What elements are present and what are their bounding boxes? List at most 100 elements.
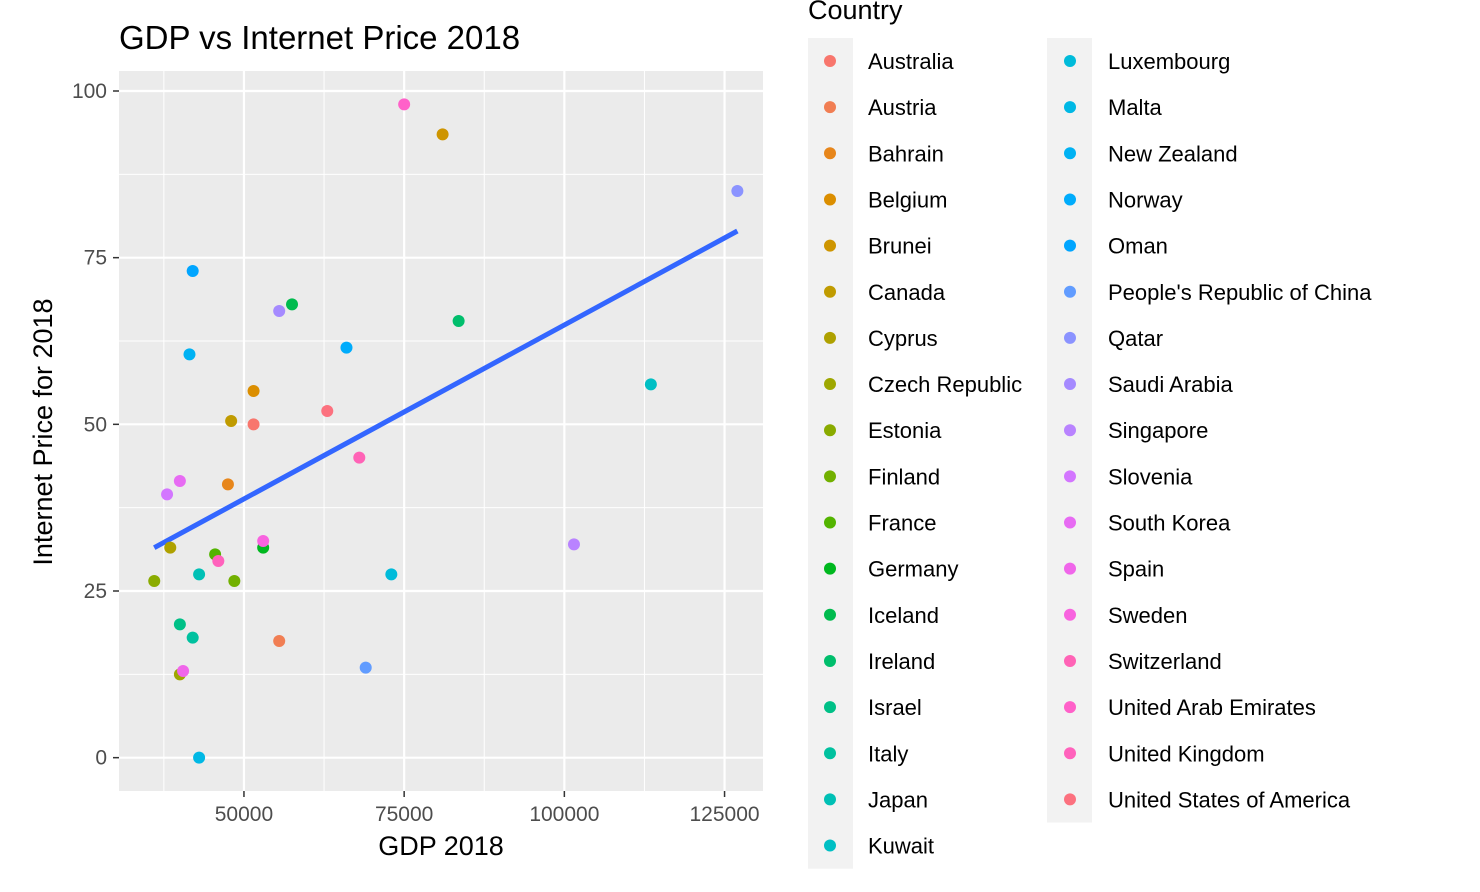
y-tick-label: 75 <box>84 247 107 270</box>
legend-label: Ireland <box>868 649 935 674</box>
legend-key <box>1064 331 1076 344</box>
legend-key <box>824 654 836 667</box>
legend-label: Oman <box>1108 234 1168 259</box>
legend-label: Spain <box>1108 557 1164 582</box>
data-point: Oman <box>186 265 199 277</box>
data-point: United States of America <box>321 405 334 417</box>
data-point: South Korea <box>173 475 186 487</box>
data-point: Brunei <box>436 128 449 141</box>
data-point: Ireland <box>452 315 465 327</box>
trend-line <box>153 228 739 550</box>
legend-label: Sweden <box>1108 603 1188 628</box>
legend-label: Japan <box>868 787 928 812</box>
legend-key <box>1064 55 1076 67</box>
data-point: Malta <box>193 751 206 764</box>
x-axis: 50000 75000 100000 125000 <box>215 791 760 826</box>
data-point: Switzerland <box>353 451 366 464</box>
data-point: Cyprus <box>164 541 177 554</box>
legend-key <box>1064 147 1076 160</box>
legend-label: Belgium <box>868 187 947 212</box>
legend-key <box>1064 562 1076 575</box>
data-point: Finland <box>228 575 241 587</box>
data-point: Bahrain <box>221 478 234 491</box>
legend-key <box>1064 285 1076 298</box>
x-axis-label: GDP 2018 <box>378 831 504 861</box>
panel-background <box>119 71 763 791</box>
legend-key <box>1064 193 1076 206</box>
legend-key <box>1064 793 1076 806</box>
legend-key <box>1064 101 1076 114</box>
legend-label: Finland <box>868 464 940 489</box>
legend-label: People's Republic of China <box>1108 280 1372 305</box>
legend-key <box>824 193 836 206</box>
x-tick-label: 100000 <box>529 803 599 826</box>
y-tick-label: 0 <box>95 747 107 770</box>
legend-label: Italy <box>868 741 908 766</box>
data-point: United Arab Emirates <box>398 98 411 111</box>
legend-label: Austria <box>868 95 937 120</box>
legend-label: United States of America <box>1108 787 1351 812</box>
legend-label: Iceland <box>868 603 939 628</box>
data-point: Saudi Arabia <box>273 305 286 317</box>
y-axis: 0 25 50 75 100 <box>72 80 119 770</box>
legend-key <box>1064 747 1076 760</box>
x-tick-label: 50000 <box>215 803 273 826</box>
data-point: Kuwait <box>644 378 657 391</box>
legend-label: Singapore <box>1108 418 1208 443</box>
legend-key <box>824 239 836 252</box>
legend-key <box>824 516 836 529</box>
legend-label: Malta <box>1108 95 1163 120</box>
legend-key-background <box>808 38 853 869</box>
data-point: Belgium <box>247 385 260 397</box>
legend-label: Switzerland <box>1108 649 1222 674</box>
legend-key <box>1064 378 1076 391</box>
data-point: Austria <box>273 635 286 647</box>
legend-label: Slovenia <box>1108 464 1193 489</box>
legend-key <box>824 608 836 621</box>
data-point: Estonia <box>148 575 161 587</box>
legend-label: Norway <box>1108 187 1183 212</box>
legend-label: Brunei <box>868 234 932 259</box>
y-tick-label: 25 <box>84 580 107 603</box>
legend-key <box>824 747 836 760</box>
legend-label: Australia <box>868 49 954 74</box>
legend-key <box>824 793 836 806</box>
legend-key <box>1064 470 1076 483</box>
legend-key <box>824 839 836 852</box>
legend-label: New Zealand <box>1108 141 1238 166</box>
legend-label: Kuwait <box>868 834 934 859</box>
legend-key <box>1064 516 1076 529</box>
data-point: Qatar <box>731 185 744 197</box>
legend-key <box>1064 654 1076 667</box>
legend-key <box>824 701 836 714</box>
legend-key <box>824 562 836 575</box>
legend-key <box>824 147 836 160</box>
chart-title: GDP vs Internet Price 2018 <box>119 19 520 56</box>
data-point: Singapore <box>567 538 580 551</box>
legend-label: South Korea <box>1108 511 1231 536</box>
legend-label: United Arab Emirates <box>1108 695 1316 720</box>
legend-label: Cyprus <box>868 326 938 351</box>
legend-label: Bahrain <box>868 141 944 166</box>
legend-key <box>1064 424 1076 437</box>
y-tick-label: 50 <box>84 413 107 436</box>
data-point: Norway <box>340 341 353 354</box>
y-axis-label: Internet Price for 2018 <box>28 298 58 565</box>
legend-label: Estonia <box>868 418 942 443</box>
legend-key <box>1064 608 1076 621</box>
y-tick-label: 100 <box>72 80 107 103</box>
legend-label: Canada <box>868 280 946 305</box>
legend-label: Czech Republic <box>868 372 1022 397</box>
data-point: New Zealand <box>183 348 196 361</box>
legend-label: France <box>868 511 936 536</box>
data-point: Luxembourg <box>385 568 398 581</box>
legend-label: Qatar <box>1108 326 1163 351</box>
legend-key <box>824 285 836 298</box>
data-point: Israel <box>173 618 186 631</box>
legend-label: Germany <box>868 557 958 582</box>
legend-key <box>824 424 836 437</box>
data-point: Japan <box>193 568 206 581</box>
legend-key <box>824 101 836 114</box>
legend-key <box>1064 701 1076 714</box>
legend-label: Israel <box>868 695 922 720</box>
